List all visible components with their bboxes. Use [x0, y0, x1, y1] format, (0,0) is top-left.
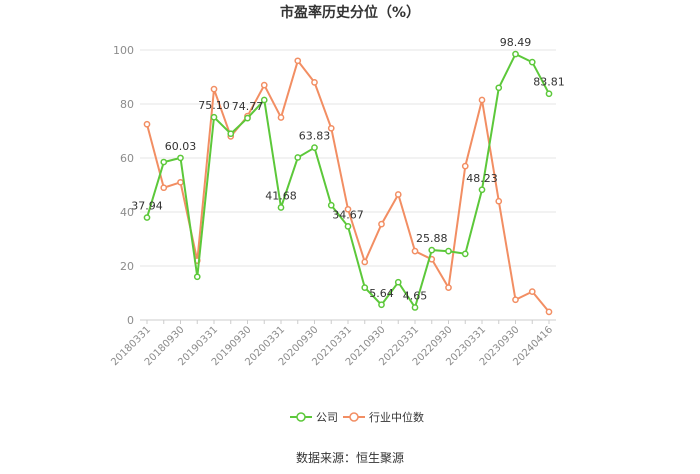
- data-point[interactable]: [244, 114, 251, 122]
- data-point[interactable]: [478, 186, 486, 194]
- series-0: [143, 50, 553, 311]
- legend-swatch-marker: [296, 412, 306, 422]
- y-tick-label: 80: [120, 98, 134, 111]
- data-point[interactable]: [411, 304, 419, 311]
- y-tick-label: 40: [120, 206, 134, 219]
- data-point[interactable]: [512, 296, 519, 304]
- data-label: 41.68: [265, 189, 297, 202]
- data-point[interactable]: [294, 57, 302, 65]
- data-point[interactable]: [394, 278, 402, 286]
- data-point[interactable]: [143, 214, 151, 221]
- legend-swatch-marker: [349, 412, 359, 422]
- data-point[interactable]: [495, 197, 503, 205]
- data-point[interactable]: [143, 120, 151, 128]
- data-point[interactable]: [311, 79, 318, 86]
- data-point[interactable]: [160, 158, 168, 166]
- y-tick-label: 100: [113, 44, 134, 57]
- grid-layer: [140, 49, 556, 321]
- data-point[interactable]: [277, 114, 285, 121]
- data-point[interactable]: [461, 162, 469, 170]
- data-point[interactable]: [344, 223, 352, 230]
- data-label: 75.10: [198, 99, 230, 112]
- data-point[interactable]: [227, 130, 235, 138]
- data-label: 60.03: [165, 140, 197, 153]
- y-tick-label: 0: [127, 314, 134, 327]
- data-point[interactable]: [177, 154, 184, 162]
- data-label: 4.65: [403, 289, 428, 302]
- chart-title: 市盈率历史分位（%）: [280, 4, 420, 21]
- data-point[interactable]: [528, 288, 536, 295]
- series-layer: [143, 50, 553, 316]
- data-label: 98.49: [500, 36, 532, 49]
- data-point[interactable]: [344, 205, 352, 213]
- legend-label: 公司: [316, 411, 338, 424]
- data-point[interactable]: [160, 184, 168, 192]
- data-label: 48.23: [466, 172, 498, 185]
- data-point[interactable]: [277, 204, 285, 211]
- data-label: 63.83: [299, 130, 331, 143]
- data-point[interactable]: [327, 124, 335, 132]
- data-point[interactable]: [210, 113, 218, 121]
- data-point[interactable]: [394, 191, 402, 198]
- legend-item-0[interactable]: 公司: [290, 411, 338, 424]
- legend[interactable]: 公司 行业中位数: [290, 410, 424, 424]
- data-point[interactable]: [327, 201, 335, 209]
- data-point[interactable]: [378, 301, 385, 309]
- data-point[interactable]: [210, 85, 218, 93]
- data-point[interactable]: [495, 84, 503, 92]
- data-point[interactable]: [361, 258, 369, 266]
- x-axis-ticks: 2018033120180930201903312019093020200331…: [109, 320, 555, 368]
- y-tick-label: 60: [120, 152, 134, 165]
- data-point[interactable]: [361, 284, 369, 291]
- data-point[interactable]: [311, 144, 318, 152]
- data-label: 83.81: [533, 76, 565, 89]
- data-point[interactable]: [478, 96, 486, 104]
- data-label: 74.77: [232, 100, 264, 113]
- data-label: 37.94: [131, 200, 163, 213]
- legend-item-1[interactable]: 行业中位数: [343, 410, 424, 424]
- series-1: [143, 57, 553, 316]
- data-point[interactable]: [545, 308, 553, 316]
- data-point[interactable]: [445, 284, 452, 291]
- data-label: 34.67: [332, 208, 364, 221]
- y-axis-ticks: 0 20 40 60 80 100: [113, 44, 134, 327]
- data-point[interactable]: [428, 246, 436, 254]
- data-point[interactable]: [528, 58, 536, 66]
- data-point[interactable]: [294, 154, 302, 161]
- data-label: 25.88: [416, 232, 448, 245]
- data-point[interactable]: [512, 50, 519, 58]
- data-point[interactable]: [445, 247, 452, 255]
- data-point[interactable]: [545, 90, 553, 98]
- data-point[interactable]: [177, 178, 184, 186]
- legend-label: 行业中位数: [369, 410, 424, 424]
- data-point[interactable]: [461, 250, 469, 258]
- data-point[interactable]: [378, 220, 385, 228]
- data-point[interactable]: [411, 247, 419, 255]
- y-tick-label: 20: [120, 260, 134, 273]
- data-label: 5.64: [369, 287, 394, 300]
- data-point[interactable]: [260, 96, 268, 104]
- data-label-layer: 37.94 60.03 75.10 74.77 41.68 63.83 34.67 5.64 4…: [131, 36, 565, 302]
- source-note: 数据来源：恒生聚源: [296, 450, 404, 465]
- data-point[interactable]: [193, 273, 201, 281]
- data-point[interactable]: [260, 81, 268, 89]
